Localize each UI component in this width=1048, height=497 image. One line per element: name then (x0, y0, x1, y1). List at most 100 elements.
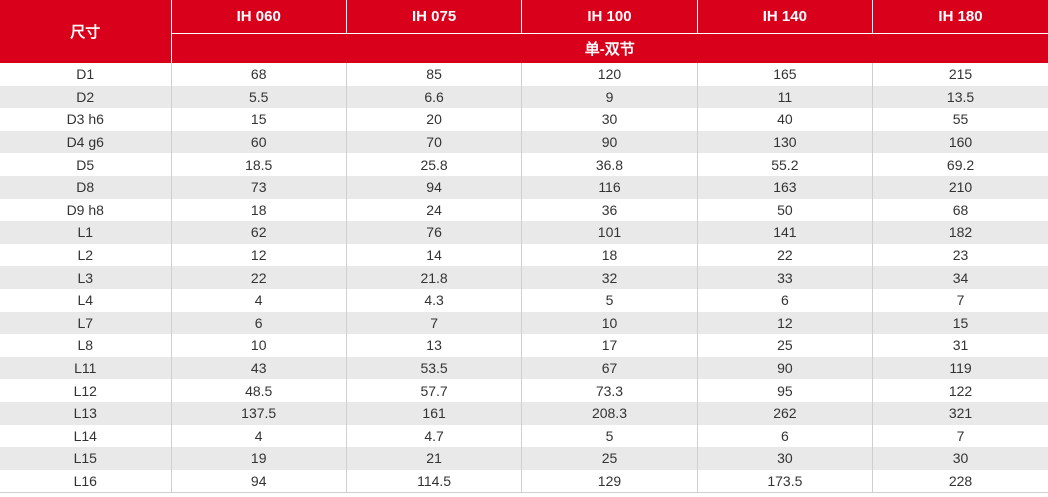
table-row: D3 h6 15 20 30 40 55 (0, 108, 1048, 131)
value-cell: 24 (346, 198, 523, 222)
value-cell: 50 (697, 198, 874, 222)
value-cell: 17 (521, 334, 698, 357)
value-cell: 73.3 (521, 379, 698, 402)
model-header-ih100: IH 100 (521, 0, 698, 34)
row-label-cell: L1 (0, 221, 172, 244)
value-cell: 7 (956, 292, 965, 309)
value-cell: 95 (697, 379, 874, 402)
value-cell: 119 (872, 356, 1048, 380)
table-row: L13 137.5 161 208.3 262 321 (0, 401, 1048, 425)
value-cell: 25 (521, 447, 698, 470)
table-row: L7 6 7 10 12 15 (0, 311, 1048, 335)
value-cell: 321 (872, 401, 1048, 425)
value-cell: 163 (697, 175, 874, 199)
value-cell: 120 (521, 63, 698, 86)
model-header-ih060: IH 060 (171, 0, 347, 34)
value-cell: 165 (697, 63, 874, 86)
value-cell: 15 (872, 311, 1048, 335)
table-row: D1 68 85 120 165 215 (0, 63, 1048, 86)
value-cell: 33 (697, 266, 874, 289)
value-cell: 85 (346, 63, 523, 86)
table-row: L2 12 14 18 22 23 (0, 243, 1048, 267)
value-cell: 19 (171, 447, 347, 470)
value-cell: 32 (521, 266, 698, 289)
value-cell: 18.5 (171, 153, 347, 176)
value-cell: 18 (171, 198, 347, 222)
table-row: D5 18.5 25.8 36.8 55.2 69.2 (0, 153, 1048, 176)
value-cell: 6 (171, 311, 347, 335)
value-cell: 21.8 (346, 266, 523, 289)
value-cell: 12 (171, 243, 347, 267)
value-cell: 129 (521, 469, 698, 494)
table-row: L16 94 114.5 129 173.5 228 (0, 469, 1048, 494)
table-row: D2 5.5 6.6 9 11 13.5 (0, 85, 1048, 109)
value-cell: 114.5 (346, 469, 523, 494)
row-label-cell: L15 (0, 447, 172, 470)
table-row: L14 4 4.7 5 6 7 (0, 424, 1048, 448)
value-cell: 90 (697, 356, 874, 380)
value-cell: 161 (346, 401, 523, 425)
value-cell: 57.7 (346, 379, 523, 402)
value-cell: 208.3 (521, 401, 698, 425)
value-cell: 21 (346, 447, 523, 470)
row-label-cell: D4 g6 (0, 130, 172, 154)
value-cell: 11 (697, 85, 874, 109)
value-cell: 53.5 (346, 356, 523, 380)
row-label-cell: D3 h6 (0, 108, 172, 131)
row-label-cell: L4 (0, 288, 172, 312)
value-cell: 94 (171, 469, 347, 494)
value-cell: 262 (697, 401, 874, 425)
value-cell: 68 (952, 201, 969, 218)
value-cell: 228 (872, 469, 1048, 494)
value-cell: 215 (948, 66, 973, 83)
table-header: 尺寸 IH 060 IH 075 IH 100 IH 140 IH 180 单-… (0, 0, 1048, 63)
value-cell: 22 (697, 243, 874, 267)
row-label-cell: L12 (0, 379, 172, 402)
value-cell: 5.5 (171, 85, 347, 109)
value-cell: 23 (952, 247, 969, 264)
value-cell: 25.8 (346, 153, 523, 176)
value-cell: 122 (948, 382, 973, 399)
value-cell: 137.5 (171, 401, 347, 425)
row-label-cell: D1 (0, 63, 172, 86)
value-cell: 30 (697, 447, 874, 470)
value-cell: 116 (521, 175, 698, 199)
value-cell: 20 (346, 108, 523, 131)
value-cell: 30 (872, 447, 1048, 470)
value-cell: 160 (872, 130, 1048, 154)
value-cell: 7 (346, 311, 523, 335)
model-header-ih075: IH 075 (346, 0, 523, 34)
model-header-ih180: IH 180 (872, 0, 1048, 34)
table-row: D8 73 94 116 163 210 (0, 175, 1048, 199)
value-cell: 15 (171, 108, 347, 131)
value-cell: 55 (952, 111, 969, 128)
value-cell: 67 (521, 356, 698, 380)
table-row: L1 62 76 101 141 182 (0, 221, 1048, 244)
row-label-cell: D5 (0, 153, 172, 176)
value-cell: 68 (171, 63, 347, 86)
value-cell: 130 (697, 130, 874, 154)
value-cell: 7 (956, 427, 965, 444)
row-label-cell: L13 (0, 401, 172, 425)
row-label-cell: L3 (0, 266, 172, 289)
value-cell: 210 (872, 175, 1048, 199)
value-cell: 25 (697, 334, 874, 357)
value-cell: 90 (521, 130, 698, 154)
table-row: L11 43 53.5 67 90 119 (0, 356, 1048, 380)
value-cell: 76 (346, 221, 523, 244)
dimension-header: 尺寸 (0, 0, 172, 63)
value-cell: 73 (171, 175, 347, 199)
value-cell: 182 (872, 221, 1048, 244)
row-label-cell: L8 (0, 334, 172, 357)
value-cell: 70 (346, 130, 523, 154)
value-cell: 69.2 (946, 156, 975, 173)
value-cell: 94 (346, 175, 523, 199)
row-label-cell: L16 (0, 469, 172, 494)
row-label-cell: L2 (0, 243, 172, 267)
value-cell: 10 (521, 311, 698, 335)
value-cell: 22 (171, 266, 347, 289)
model-header-ih140: IH 140 (697, 0, 874, 34)
row-label-cell: L11 (0, 356, 172, 380)
table-body: D1 68 85 120 165 215 D2 5.5 6.6 9 11 13.5 D3 h6 15 20 3… (0, 63, 1048, 494)
